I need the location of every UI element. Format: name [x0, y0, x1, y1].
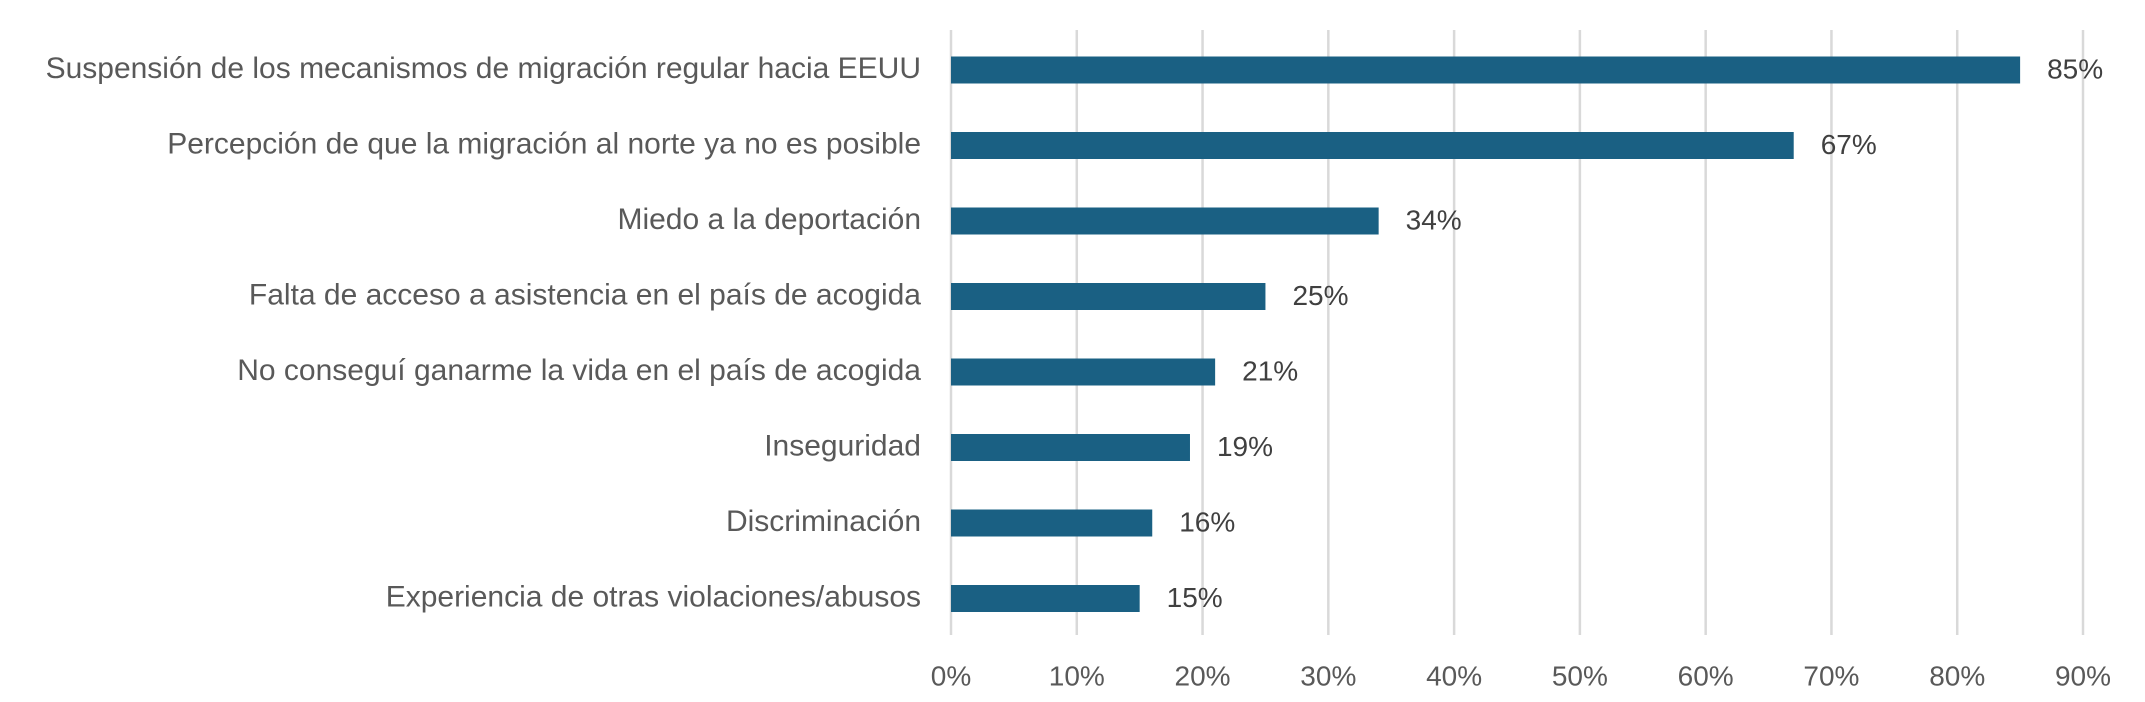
category-label: Experiencia de otras violaciones/abusos: [386, 580, 921, 613]
value-label: 25%: [1292, 280, 1348, 311]
x-axis-tick-labels: 0% 10% 20% 30% 40% 50% 60% 70% 80% 90%: [931, 660, 2111, 691]
gridlines: [949, 30, 2085, 635]
bars: [951, 56, 2021, 612]
category-labels: Suspensión de los mecanismos de migració…: [46, 52, 922, 614]
x-tick-label: 50%: [1552, 660, 1608, 691]
category-label: Falta de acceso a asistencia en el país …: [249, 278, 921, 311]
category-label: Miedo a la deportación: [617, 203, 921, 236]
value-label: 85%: [2047, 53, 2103, 84]
bar: [951, 283, 1266, 310]
value-label: 34%: [1406, 204, 1462, 235]
x-tick-label: 60%: [1678, 660, 1734, 691]
value-label: 15%: [1167, 582, 1223, 613]
category-label: Discriminación: [726, 505, 921, 538]
value-label: 67%: [1821, 129, 1877, 160]
category-label: Suspensión de los mecanismos de migració…: [46, 52, 921, 85]
x-tick-label: 70%: [1803, 660, 1859, 691]
x-tick-label: 80%: [1929, 660, 1985, 691]
category-label: Percepción de que la migración al norte …: [167, 127, 921, 160]
x-tick-label: 30%: [1300, 660, 1356, 691]
x-tick-label: 90%: [2055, 660, 2111, 691]
bar: [951, 509, 1153, 537]
x-tick-label: 0%: [931, 660, 971, 691]
x-tick-label: 10%: [1049, 660, 1105, 691]
category-label: No conseguí ganarme la vida en el país d…: [237, 354, 921, 387]
value-label: 21%: [1242, 355, 1298, 386]
x-tick-label: 20%: [1175, 660, 1231, 691]
bar: [951, 207, 1379, 235]
bar: [951, 585, 1140, 612]
value-label: 16%: [1179, 506, 1235, 537]
value-labels: 85% 67% 34% 25% 21% 19% 16% 15%: [1167, 53, 2103, 613]
bar: [951, 434, 1190, 461]
bar: [951, 358, 1216, 386]
value-label: 19%: [1217, 431, 1273, 462]
bar: [951, 132, 1794, 159]
x-tick-label: 40%: [1426, 660, 1482, 691]
bar: [951, 56, 2021, 84]
category-label: Inseguridad: [764, 429, 921, 462]
